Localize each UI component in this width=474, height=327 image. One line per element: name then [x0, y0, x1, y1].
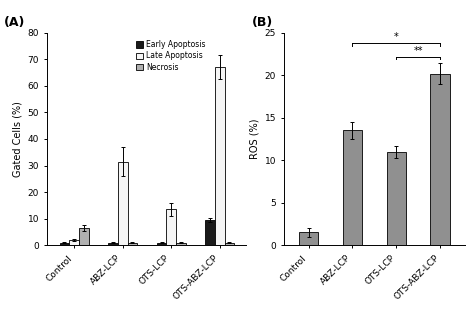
Bar — [205, 220, 215, 245]
Bar — [166, 209, 176, 245]
Bar — [156, 243, 166, 245]
Bar — [225, 243, 234, 245]
Legend: Early Apoptosis, Late Apoptosis, Necrosis: Early Apoptosis, Late Apoptosis, Necrosi… — [134, 39, 208, 73]
Bar — [176, 243, 186, 245]
Bar — [430, 74, 450, 245]
Y-axis label: Gated Cells (%): Gated Cells (%) — [12, 101, 22, 177]
Bar — [118, 162, 128, 245]
Text: (A): (A) — [4, 16, 25, 29]
Text: **: ** — [414, 46, 423, 56]
Bar — [108, 243, 118, 245]
Bar — [343, 130, 363, 245]
Bar — [215, 67, 225, 245]
Bar — [128, 243, 137, 245]
Bar — [79, 228, 89, 245]
Bar — [299, 232, 319, 245]
Y-axis label: ROS (%): ROS (%) — [249, 119, 259, 159]
Text: *: * — [394, 32, 399, 43]
Bar — [69, 240, 79, 245]
Bar — [60, 243, 69, 245]
Text: (B): (B) — [252, 16, 273, 29]
Bar — [386, 152, 406, 245]
